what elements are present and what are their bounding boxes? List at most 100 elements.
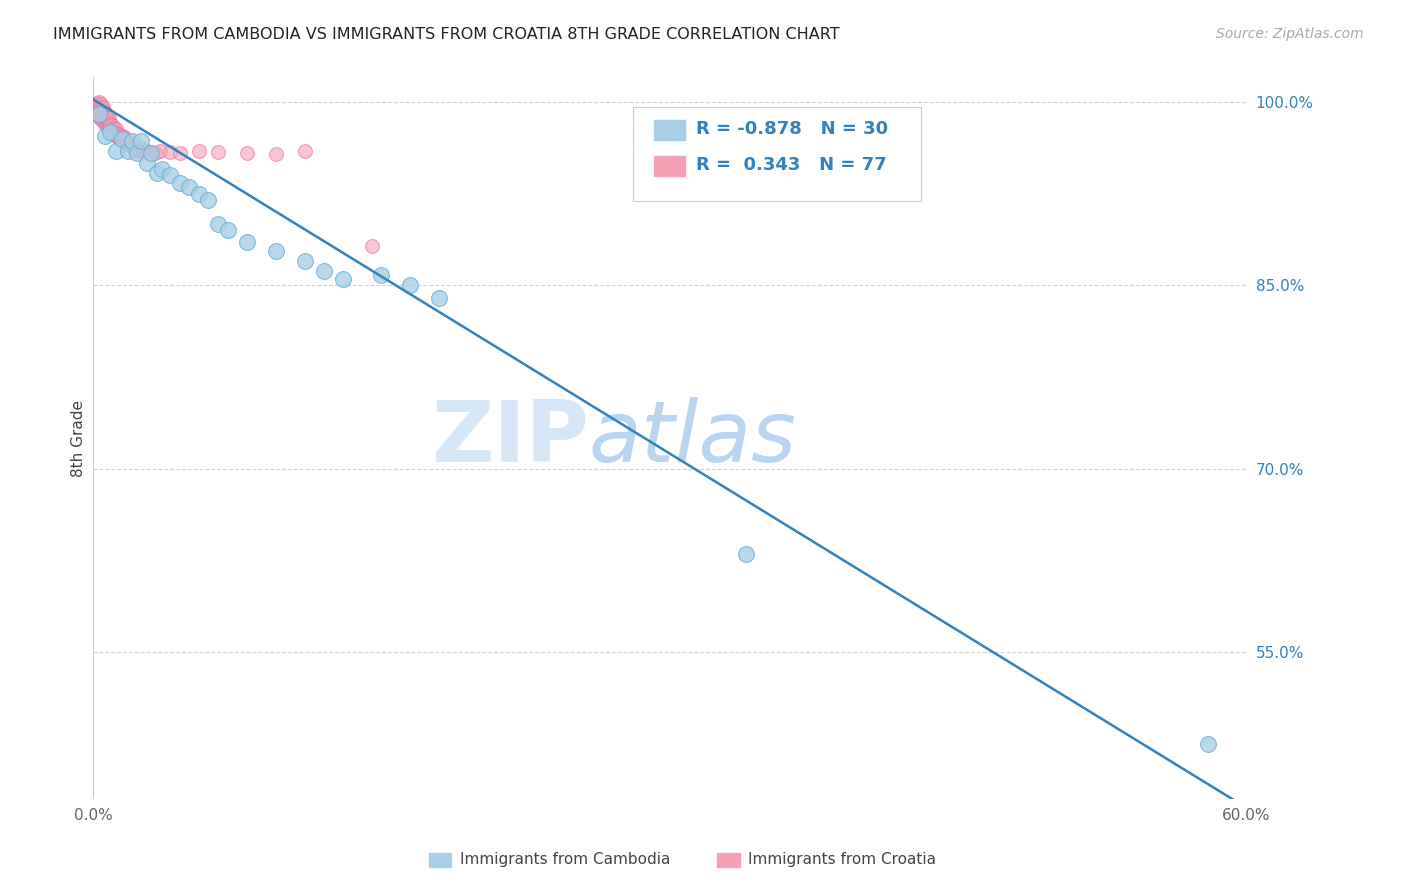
Text: IMMIGRANTS FROM CAMBODIA VS IMMIGRANTS FROM CROATIA 8TH GRADE CORRELATION CHART: IMMIGRANTS FROM CAMBODIA VS IMMIGRANTS F…: [53, 27, 839, 42]
Point: [100, 120, 122, 135]
Point: [86, 96, 108, 111]
Point: [97, 121, 120, 136]
Point: [108, 128, 131, 142]
Point: [87, 110, 110, 124]
Point: [312, 263, 335, 277]
Text: R = -0.878   N = 30: R = -0.878 N = 30: [696, 120, 889, 138]
Point: [91, 114, 114, 128]
Point: [100, 117, 122, 131]
Point: [105, 129, 128, 144]
Point: [207, 145, 229, 159]
Point: [159, 145, 181, 159]
Point: [97, 114, 120, 128]
Point: [139, 146, 162, 161]
Point: [111, 131, 134, 145]
Point: [127, 146, 149, 161]
Point: [103, 128, 125, 142]
Point: [101, 121, 124, 136]
Point: [236, 146, 259, 161]
Point: [103, 120, 125, 135]
Point: [128, 144, 150, 158]
Point: [90, 97, 112, 112]
Point: [90, 104, 112, 119]
Point: [96, 120, 118, 134]
Point: [91, 103, 114, 118]
Point: [87, 98, 110, 112]
Point: [187, 144, 209, 158]
Point: [97, 118, 120, 132]
Point: [169, 176, 191, 190]
Point: [112, 134, 135, 148]
Point: [105, 121, 128, 136]
Point: [121, 134, 143, 148]
Point: [107, 127, 129, 141]
Point: [93, 129, 115, 144]
Point: [264, 147, 287, 161]
Point: [112, 130, 135, 145]
Point: [107, 130, 129, 145]
Point: [101, 118, 124, 132]
Point: [124, 141, 146, 155]
Point: [236, 235, 259, 250]
Point: [129, 141, 152, 155]
Text: Immigrants from Cambodia: Immigrants from Cambodia: [460, 853, 671, 867]
Point: [91, 111, 114, 125]
Point: [207, 217, 229, 231]
Point: [91, 107, 114, 121]
Point: [115, 131, 138, 145]
Point: [136, 144, 159, 158]
Point: [136, 156, 159, 170]
Point: [87, 107, 110, 121]
Point: [149, 144, 172, 158]
Point: [122, 140, 145, 154]
Point: [360, 239, 382, 253]
Point: [370, 268, 392, 283]
Point: [103, 124, 125, 138]
Point: [90, 108, 112, 122]
Point: [332, 272, 354, 286]
Point: [139, 145, 162, 159]
Point: [100, 125, 122, 139]
Point: [84, 97, 107, 112]
Point: [143, 146, 166, 161]
Point: [159, 168, 181, 182]
Text: Source: ZipAtlas.com: Source: ZipAtlas.com: [1216, 27, 1364, 41]
Point: [735, 547, 758, 561]
Point: [197, 193, 219, 207]
Point: [145, 166, 167, 180]
Point: [111, 133, 134, 147]
Text: atlas: atlas: [589, 397, 797, 480]
Point: [87, 102, 110, 116]
Point: [84, 104, 107, 119]
Point: [427, 291, 450, 305]
Point: [115, 135, 138, 149]
Point: [217, 223, 239, 237]
Point: [87, 95, 110, 109]
Point: [105, 144, 128, 158]
Point: [93, 113, 115, 128]
Point: [1197, 737, 1219, 751]
Point: [101, 125, 124, 139]
Point: [399, 278, 422, 293]
Point: [91, 100, 114, 114]
Point: [93, 117, 115, 131]
Point: [127, 143, 149, 157]
Point: [93, 110, 115, 124]
Point: [100, 124, 122, 138]
Point: [96, 116, 118, 130]
Point: [150, 162, 173, 177]
Point: [93, 106, 115, 120]
Point: [169, 146, 191, 161]
Point: [132, 143, 155, 157]
Point: [117, 136, 139, 151]
Point: [108, 131, 131, 145]
Point: [117, 144, 139, 158]
Point: [105, 125, 128, 139]
Point: [96, 112, 118, 126]
Point: [118, 137, 141, 152]
Point: [294, 144, 316, 158]
Point: [87, 106, 110, 120]
Point: [294, 253, 316, 268]
Point: [121, 139, 143, 153]
Point: [187, 186, 209, 201]
